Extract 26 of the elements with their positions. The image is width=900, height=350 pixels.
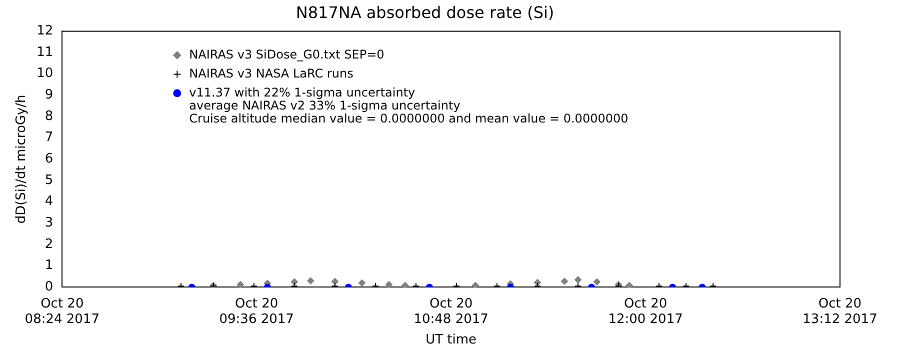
y-tick-label: 7	[44, 130, 54, 146]
annotation: Cruise altitude median value = 0.0000000 and mean value = 0.0000000	[189, 111, 628, 126]
annotation: average NAIRAS v2 33% 1-sigma uncertainty	[189, 98, 460, 112]
y-tick-label: 4	[44, 194, 54, 210]
x-tick-label: Oct 20 13:12 2017	[802, 296, 878, 327]
y-tick-label: 3	[44, 216, 54, 231]
legend-label: v11.37 with 22% 1-sigma uncertainty	[189, 85, 416, 100]
y-tick-label: 8	[44, 108, 54, 124]
y-tick-label: 9	[44, 88, 54, 103]
chart-title: N817NA absorbed dose rate (Si)	[296, 2, 554, 22]
y-tick-label: 1	[44, 258, 54, 274]
y-tick-label: 0	[44, 280, 54, 295]
y-tick-label: 5	[44, 172, 54, 188]
y-tick-label: 6	[44, 152, 54, 167]
x-tick-label: Oct 20 08:24 2017	[24, 296, 100, 327]
legend-label: NAIRAS v3 NASA LaRC runs	[189, 66, 354, 80]
x-tick-label: Oct 20 10:48 2017	[414, 296, 488, 327]
x-axis-title: UT time	[426, 332, 477, 348]
y-axis-title: dD(Si)/dt microGy/h	[14, 94, 30, 224]
x-tick-label: Oct 20 12:00 2017	[608, 296, 683, 327]
x-tick-label: Oct 20 09:36 2017	[219, 296, 294, 327]
legend-label: NAIRAS v3 SiDose_G0.txt SEP=0	[189, 47, 384, 62]
y-tick-label: 10	[36, 66, 54, 82]
y-tick-label: 2	[44, 236, 54, 252]
y-tick-label: 11	[36, 44, 54, 60]
y-tick-label: 12	[36, 24, 54, 39]
